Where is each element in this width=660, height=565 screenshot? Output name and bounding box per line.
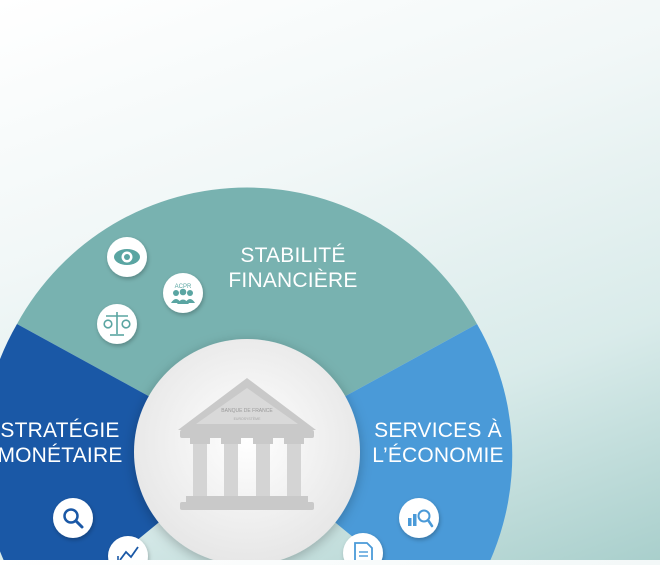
label-line2: L’ÉCONOMIE <box>372 444 504 467</box>
label-line1: SERVICES À <box>374 419 502 442</box>
pediment-subtext: EUROSYSTÈME <box>234 416 262 421</box>
acpr-text: ACPR <box>175 284 192 290</box>
analytics-search-icon[interactable] <box>399 498 439 538</box>
label-stabilite-financiere: STABILITÉ FINANCIÈRE <box>213 243 373 293</box>
label-line1: STABILITÉ <box>240 244 346 267</box>
magnifier-icon[interactable] <box>53 498 93 538</box>
bank-building-icon: BANQUE DE FRANCE EUROSYSTÈME <box>178 378 316 510</box>
label-line2: MONÉTAIRE <box>0 444 123 467</box>
label-services-economie: SERVICES À L’ÉCONOMIE <box>368 418 508 468</box>
line-chart-icon[interactable] <box>108 536 148 565</box>
label-strategie-monetaire: STRATÉGIE MONÉTAIRE <box>0 418 126 468</box>
supervision-people-icon[interactable]: ACPR <box>163 273 203 313</box>
segment-services-economie[interactable] <box>247 324 513 565</box>
pediment-text: BANQUE DE FRANCE <box>221 408 273 414</box>
center-circle <box>134 339 360 565</box>
eye-icon[interactable] <box>107 237 147 277</box>
label-line2: FINANCIÈRE <box>228 269 358 292</box>
scales-icon[interactable] <box>97 304 137 344</box>
label-line1: STRATÉGIE <box>0 419 120 442</box>
